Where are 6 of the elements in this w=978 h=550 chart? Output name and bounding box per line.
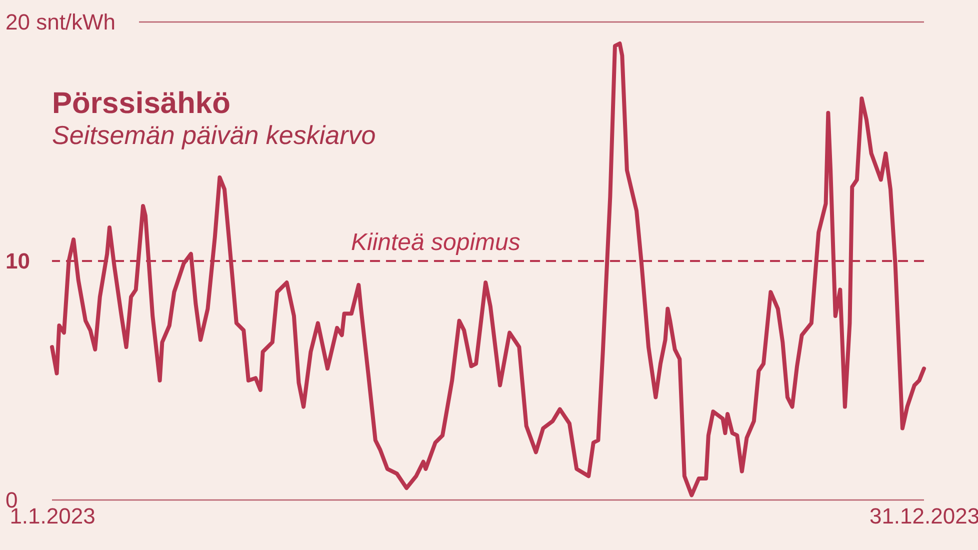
y-tick-label: 20 snt/kWh (6, 10, 116, 34)
ref-line-label: Kiinteä sopimus (350, 229, 520, 256)
text: Seitsemän päivän keskiarvo (52, 120, 376, 150)
y-tick-label: 10 (6, 248, 30, 274)
line-series (50, 42, 926, 498)
text: Pörssisähkö (52, 87, 230, 120)
